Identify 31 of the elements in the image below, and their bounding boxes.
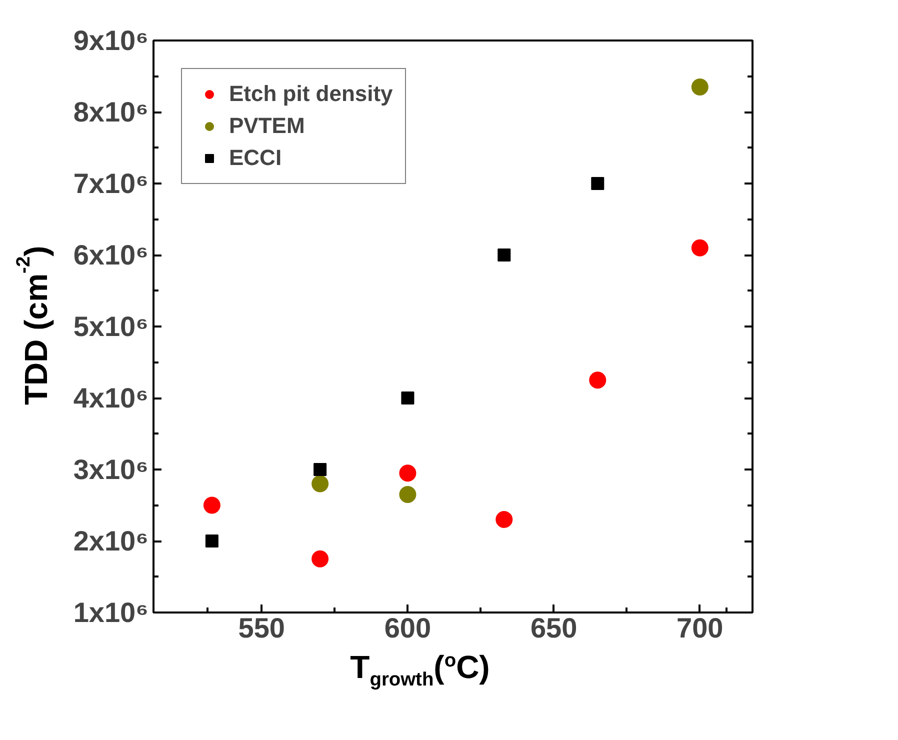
x-tick-label: 550 (238, 612, 285, 644)
y-tick-label: 4x10⁶ (73, 382, 149, 414)
y-tick-label: 3x10⁶ (73, 454, 149, 485)
y-tick-label: 7x10⁶ (73, 168, 149, 199)
x-tick-label: 700 (676, 612, 724, 644)
point (589, 372, 606, 389)
y-tick-label: 6x10⁶ (73, 240, 149, 270)
point (203, 496, 220, 514)
point (691, 78, 708, 96)
point (312, 475, 329, 492)
point (314, 463, 327, 476)
point (498, 248, 511, 262)
point (496, 511, 513, 528)
point (401, 392, 414, 404)
point (691, 239, 708, 256)
x-axis-title: T$_{growth}$($^{o}$C) (350, 648, 490, 692)
point (312, 550, 329, 568)
y-tick-label: 8x10⁶ (73, 96, 149, 128)
point (205, 534, 218, 548)
legend-label: Etch pit density (229, 81, 393, 107)
y-tick-label: 5x10⁶ (73, 311, 149, 342)
x-tick-label: 650 (530, 612, 578, 644)
y-tick-label: 2x10⁶ (73, 526, 149, 556)
y-tick-label: 1x10⁶ (73, 597, 149, 628)
x-tick-label: 600 (384, 612, 432, 644)
point (591, 177, 604, 190)
y-tick-label: 9x10⁶ (73, 25, 149, 56)
legend-label: ECCI (229, 145, 282, 171)
point (399, 486, 416, 504)
legend-label: PVTEM (229, 113, 305, 139)
point (399, 464, 416, 482)
